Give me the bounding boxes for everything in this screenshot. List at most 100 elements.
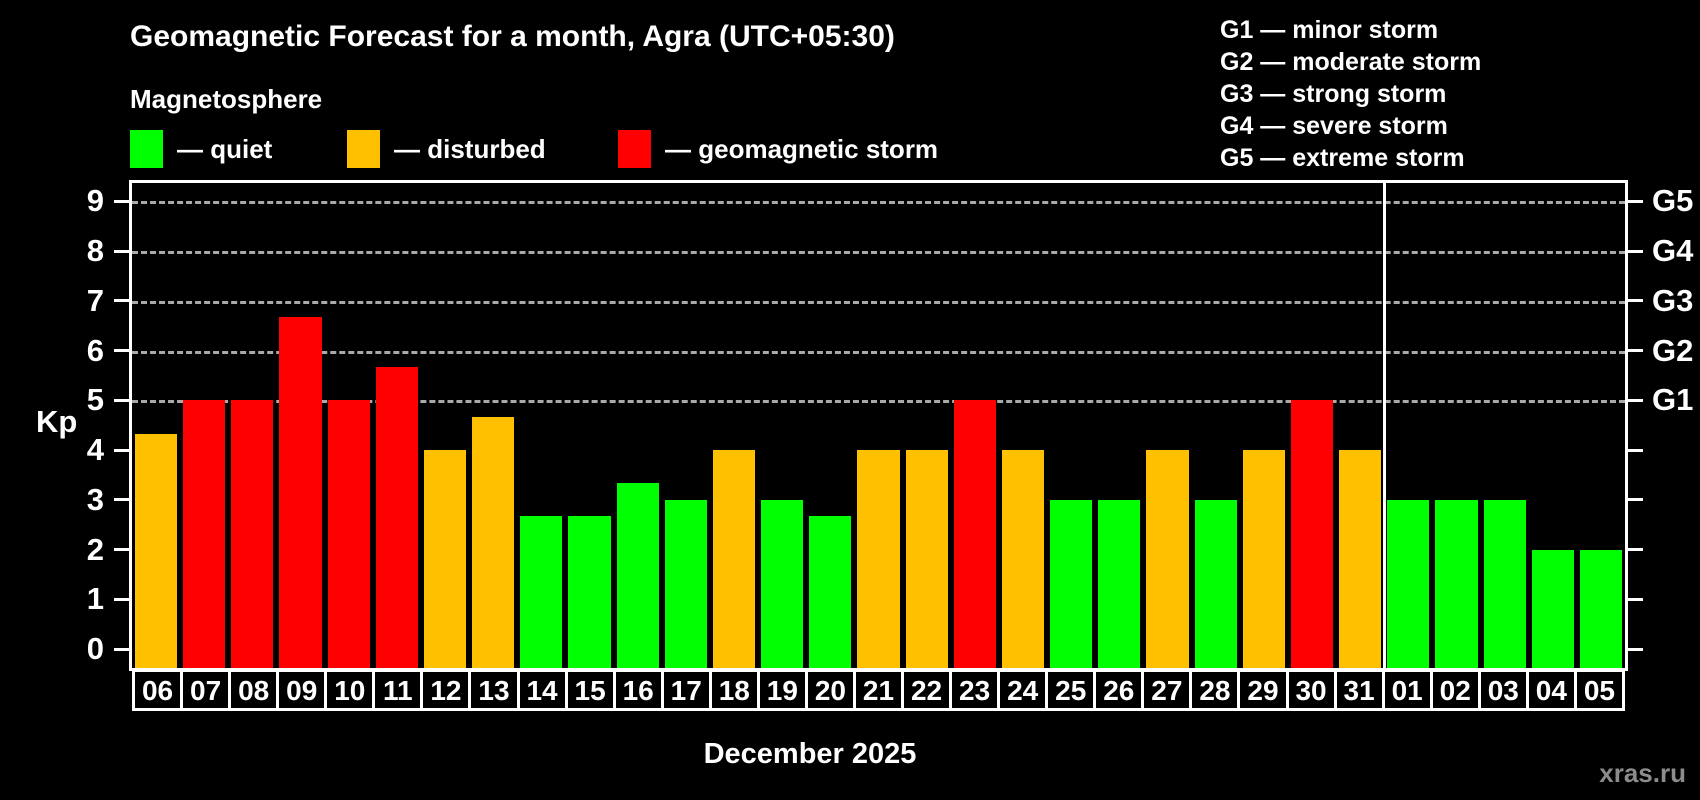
storm-scale-line: G2 — moderate storm bbox=[1220, 48, 1482, 76]
kp-bar-day-06 bbox=[135, 433, 178, 668]
right-tick-kp7 bbox=[1628, 299, 1643, 303]
day-label-08: 08 bbox=[228, 669, 280, 711]
right-tick-kp0 bbox=[1628, 647, 1643, 651]
left-tick-kp1 bbox=[114, 597, 129, 601]
gridline-kp9 bbox=[132, 201, 1625, 205]
storm-scale-line: G3 — strong storm bbox=[1220, 80, 1447, 108]
left-tick-kp5 bbox=[114, 398, 129, 402]
kp-bar-day-23 bbox=[953, 400, 996, 668]
kp-bar-day-07 bbox=[183, 400, 226, 668]
x-axis-day-labels: 06 07 08 09 10 11 12 13 14 15 16 17 18 19 20 21 22 23 24 25… bbox=[132, 669, 1625, 711]
x-axis-month-label: December 2025 bbox=[703, 738, 917, 770]
y-tick-label-kp9: 9 bbox=[86, 183, 104, 219]
left-tick-kp0 bbox=[114, 647, 129, 651]
kp-bar-day-02 bbox=[1435, 499, 1478, 668]
right-axis-label-g2: G2 bbox=[1652, 332, 1694, 368]
kp-bar-day-30 bbox=[1290, 400, 1334, 668]
day-label-10: 10 bbox=[324, 669, 376, 711]
kp-bar-day-17 bbox=[664, 499, 707, 668]
y-tick-label-kp0: 0 bbox=[86, 631, 104, 666]
day-label-06: 06 bbox=[132, 669, 184, 711]
month-divider-line bbox=[1382, 183, 1386, 668]
kp-bar-day-03 bbox=[1483, 499, 1526, 668]
watermark: xras.ru bbox=[1599, 758, 1686, 788]
day-label-14: 14 bbox=[516, 669, 568, 711]
kp-bar-day-27 bbox=[1146, 450, 1189, 668]
day-label-07: 07 bbox=[180, 669, 232, 711]
legend-item-storm: — geomagnetic storm bbox=[618, 130, 938, 168]
kp-bar-day-01 bbox=[1387, 499, 1430, 668]
day-label-02: 02 bbox=[1429, 669, 1481, 711]
day-label-17: 17 bbox=[660, 669, 712, 711]
day-label-11: 11 bbox=[372, 669, 424, 711]
kp-bar-day-04 bbox=[1531, 549, 1574, 668]
gridline-kp5 bbox=[132, 400, 1625, 404]
day-label-12: 12 bbox=[420, 669, 472, 711]
right-tick-kp8 bbox=[1628, 249, 1643, 253]
kp-bar-day-09 bbox=[279, 317, 322, 668]
right-tick-kp2 bbox=[1628, 548, 1643, 551]
day-label-09: 09 bbox=[276, 669, 328, 711]
y-tick-label-kp3: 3 bbox=[86, 481, 104, 517]
kp-bar-day-05 bbox=[1579, 549, 1622, 668]
right-axis-label-g4: G4 bbox=[1652, 233, 1694, 268]
kp-bar-day-22 bbox=[905, 450, 948, 668]
day-label-30: 30 bbox=[1285, 669, 1337, 711]
left-tick-kp2 bbox=[114, 548, 129, 551]
legend-label-disturbed: — disturbed bbox=[394, 134, 546, 164]
kp-bar-day-19 bbox=[761, 499, 804, 668]
legend-item-disturbed: — disturbed bbox=[347, 130, 546, 168]
day-label-13: 13 bbox=[468, 669, 520, 711]
y-tick-label-kp8: 8 bbox=[86, 233, 104, 268]
storm-scale-legend: G1 — minor storm G2 — moderate storm G3 — … bbox=[1220, 14, 1481, 174]
right-axis-label-g1: G1 bbox=[1652, 382, 1694, 418]
day-label-24: 24 bbox=[997, 669, 1049, 711]
day-label-15: 15 bbox=[564, 669, 616, 711]
right-tick-kp1 bbox=[1628, 597, 1643, 601]
kp-bar-day-12 bbox=[423, 450, 467, 668]
kp-bar-day-15 bbox=[568, 516, 611, 668]
storm-scale-line: G1 — minor storm bbox=[1220, 16, 1439, 44]
right-tick-kp5 bbox=[1628, 398, 1643, 402]
kp-bar-day-11 bbox=[375, 366, 418, 668]
day-label-19: 19 bbox=[756, 669, 808, 711]
day-label-16: 16 bbox=[612, 669, 664, 711]
gridline-kp6 bbox=[132, 350, 1625, 354]
y-tick-label-kp7: 7 bbox=[86, 282, 104, 318]
legend-label-storm: — geomagnetic storm bbox=[665, 134, 939, 164]
day-label-28: 28 bbox=[1189, 669, 1241, 711]
kp-bar-day-26 bbox=[1098, 499, 1141, 668]
right-tick-kp4 bbox=[1628, 448, 1643, 452]
y-tick-label-kp1: 1 bbox=[86, 581, 104, 617]
right-tick-kp3 bbox=[1628, 498, 1643, 502]
day-label-01: 01 bbox=[1381, 669, 1433, 711]
kp-bar-day-28 bbox=[1194, 499, 1237, 668]
kp-bar-day-25 bbox=[1050, 499, 1093, 668]
kp-bar-day-08 bbox=[231, 400, 274, 668]
chart-subtitle: Magnetosphere bbox=[130, 84, 323, 114]
day-label-25: 25 bbox=[1045, 669, 1097, 711]
kp-bar-day-16 bbox=[616, 483, 659, 668]
kp-bar-day-18 bbox=[712, 450, 756, 668]
day-label-27: 27 bbox=[1141, 669, 1193, 711]
y-tick-label-kp5: 5 bbox=[86, 382, 104, 418]
day-label-29: 29 bbox=[1237, 669, 1289, 711]
legend-item-quiet: — quiet bbox=[130, 130, 272, 168]
left-tick-kp3 bbox=[114, 498, 129, 502]
kp-bar-day-13 bbox=[472, 416, 515, 668]
gridline-kp7 bbox=[132, 300, 1625, 304]
kp-bar-day-31 bbox=[1339, 450, 1382, 668]
y-tick-label-kp6: 6 bbox=[86, 332, 104, 368]
plot-inner bbox=[132, 183, 1625, 668]
day-label-21: 21 bbox=[852, 669, 904, 711]
gridline-kp8 bbox=[132, 251, 1625, 254]
storm-scale-line: G5 — extreme storm bbox=[1220, 144, 1465, 172]
day-label-23: 23 bbox=[949, 669, 1001, 711]
day-label-03: 03 bbox=[1477, 669, 1529, 711]
left-tick-kp9 bbox=[114, 199, 129, 203]
day-label-22: 22 bbox=[901, 669, 953, 711]
plot-area bbox=[129, 180, 1628, 671]
left-tick-kp6 bbox=[114, 349, 129, 352]
day-label-18: 18 bbox=[708, 669, 760, 711]
day-label-31: 31 bbox=[1333, 669, 1385, 711]
